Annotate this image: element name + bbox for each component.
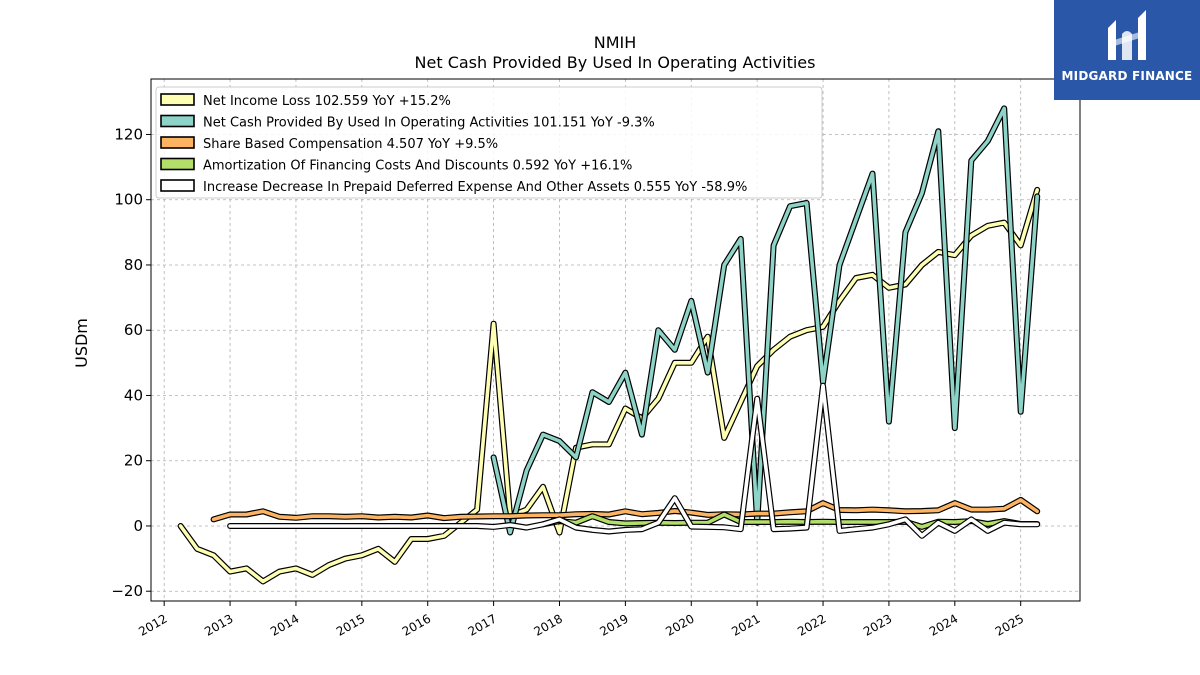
legend-entry-1: Net Cash Provided By Used In Operating A… (203, 116, 655, 131)
y-axis: −20 0 20 40 60 80 100 120 (111, 125, 151, 600)
x-tick-label: 2023 (861, 611, 894, 638)
legend-swatch-2 (160, 136, 195, 149)
brand-mark-icon (1108, 10, 1146, 60)
y-tick-label: 0 (133, 517, 143, 535)
x-tick-label: 2022 (795, 611, 828, 638)
x-tick-label: 2012 (136, 611, 169, 638)
legend: Net Income Loss 102.559 YoY +15.2% Net Ca… (155, 86, 823, 199)
x-tick-label: 2017 (466, 611, 499, 638)
x-tick-label: 2016 (400, 611, 433, 638)
series-line-4 (228, 383, 1039, 538)
y-tick-label: 100 (114, 191, 143, 209)
legend-swatch-1 (160, 114, 195, 128)
plot-frame (150, 78, 1081, 602)
y-tick-label: 20 (124, 452, 143, 470)
y-axis-label: USDm (72, 318, 91, 368)
y-tick-label: 120 (114, 125, 143, 143)
series-line-1 (491, 106, 1039, 535)
x-tick-label: 2015 (334, 611, 367, 638)
series-line-0 (178, 188, 1039, 584)
series-lines (177, 105, 1041, 585)
legend-entry-0: Net Income Loss 102.559 YoY +15.2% (203, 94, 451, 109)
legend-entry-4: Increase Decrease In Prepaid Deferred Ex… (203, 180, 747, 195)
y-tick-label: 60 (124, 321, 143, 339)
x-tick-label: 2014 (268, 611, 301, 638)
series-line-3 (541, 512, 1039, 529)
x-tick-label: 2021 (729, 611, 762, 638)
x-tick-label: 2018 (532, 611, 565, 638)
legend-swatch-0 (160, 93, 195, 106)
y-tick-label: −20 (111, 582, 143, 600)
legend-swatch-4 (160, 179, 195, 192)
chart-subtitle: Net Cash Provided By Used In Operating A… (415, 53, 816, 72)
legend-entry-3: Amortization Of Financing Costs And Disc… (203, 159, 632, 174)
series-line-2 (211, 498, 1039, 522)
x-axis: 2012 2013 2014 2015 2016 2017 2018 2019 2020 2021… (136, 601, 1026, 639)
legend-box (155, 86, 823, 199)
y-tick-label: 40 (124, 386, 143, 404)
x-tick-label: 2013 (202, 611, 235, 638)
x-tick-label: 2024 (927, 611, 960, 638)
x-tick-label: 2020 (663, 611, 696, 638)
x-tick-label: 2025 (993, 611, 1026, 638)
legend-entry-2: Share Based Compensation 4.507 YoY +9.5% (203, 137, 498, 152)
brand-logo: MIDGARD FINANCE (1054, 0, 1200, 100)
x-tick-label: 2019 (597, 611, 630, 638)
legend-swatch-3 (160, 157, 195, 171)
brand-name: MIDGARD FINANCE (1061, 69, 1193, 83)
y-tick-label: 80 (124, 256, 143, 274)
chart-title: NMIH (594, 33, 637, 52)
